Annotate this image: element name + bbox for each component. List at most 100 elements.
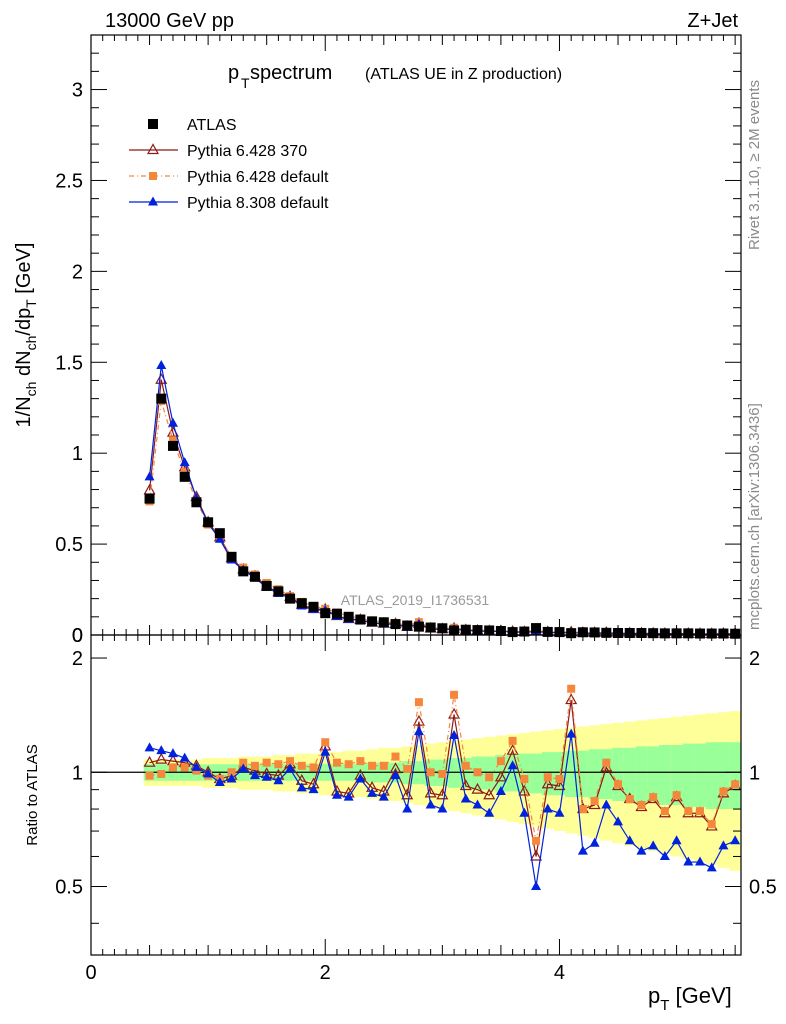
ratio-point-p6_default (438, 769, 447, 778)
legend-marker-atlas (148, 119, 158, 129)
ratio-point-p6_default (543, 773, 552, 782)
lower-y-axis-label: Ratio to ATLAS (24, 744, 41, 845)
ratio-point-p8_default (203, 768, 214, 778)
ratio-point-p6_370 (518, 784, 531, 796)
ratio-point-p6_default (649, 793, 658, 802)
ratio-point-p6_370 (553, 779, 566, 791)
ratio-point-p6_default (262, 758, 271, 767)
ratio-point-p6_default (555, 775, 564, 784)
ratio-point-p6_default (696, 807, 705, 816)
upper-point-atlas (156, 393, 167, 404)
lower-y-tick-label-right: 1 (749, 762, 760, 784)
upper-point-atlas (285, 593, 296, 604)
ratio-point-p6_default (707, 820, 716, 829)
mcplots-label: mcplots.cern.ch [arXiv:1306.3436] (746, 403, 763, 630)
x-tick-label: 0 (85, 962, 96, 984)
x-tick-label: 2 (320, 962, 331, 984)
ratio-point-p6_370 (412, 714, 425, 726)
ratio-point-p6_default (239, 758, 248, 767)
band-inner (635, 746, 648, 803)
upper-point-atlas (320, 608, 331, 619)
ratio-point-p6_default (414, 698, 423, 707)
band-inner (448, 758, 461, 788)
ratio-point-p6_370 (483, 788, 496, 800)
lower-y-tick-label-left: 0.5 (55, 877, 83, 899)
ratio-point-p6_default (450, 690, 459, 699)
ratio-point-p8_default (425, 799, 436, 809)
upper-point-atlas (167, 440, 178, 451)
upper-point-atlas (531, 623, 542, 634)
lower-series-layer (143, 684, 742, 891)
ratio-point-p8_default (308, 784, 319, 794)
ratio-point-p6_default (274, 760, 283, 769)
ratio-point-p6_370 (143, 755, 156, 767)
ratio-point-p6_default (227, 768, 236, 777)
upper-point-atlas (331, 608, 342, 619)
ratio-point-p8_default (695, 856, 706, 866)
band-inner (647, 746, 660, 803)
ratio-point-p6_default (731, 780, 740, 789)
upper-point-atlas (367, 616, 378, 627)
ratio-point-p8_default (566, 728, 577, 738)
ratio-point-p8_default (320, 746, 331, 756)
ratio-point-p6_default (485, 773, 494, 782)
ratio-point-p6_default (286, 757, 295, 766)
legend-marker-p8_default (148, 196, 158, 206)
upper-y-tick-label: 0 (72, 625, 83, 647)
ratio-point-p8_default (156, 745, 167, 755)
ratio-point-p6_default (496, 757, 505, 766)
ratio-point-p6_default (614, 780, 623, 789)
lower-y-tick-label-right: 2 (749, 648, 760, 670)
ratio-point-p8_default (179, 752, 190, 762)
band-inner (659, 744, 672, 805)
legend-label-p6_default: Pythia 6.428 default (187, 169, 329, 186)
band-inner (682, 743, 695, 808)
lower-y-tick-label-right: 0.5 (749, 877, 777, 899)
rivet-version-label: Rivet 3.1.10, ≥ 2M events (746, 80, 763, 250)
upper-point-atlas (261, 580, 272, 591)
upper-point-atlas (425, 622, 436, 633)
analysis-watermark: ATLAS_2019_I1736531 (341, 592, 490, 608)
ratio-point-p6_default (332, 758, 341, 767)
band-inner (717, 742, 730, 810)
ratio-point-p6_default (309, 763, 318, 772)
band-inner (729, 742, 742, 810)
ratio-point-p8_default (144, 742, 155, 752)
upper-point-atlas (249, 571, 260, 582)
ratio-point-p6_default (180, 763, 189, 772)
ratio-point-p6_370 (541, 777, 554, 789)
ratio-point-p8_default (273, 775, 284, 785)
ratio-point-p8_default (531, 881, 542, 891)
ratio-point-p6_default (379, 761, 388, 770)
ratio-point-p6_default (461, 761, 470, 770)
axis-ticks: 00.511.522.530.5 0.51 12 20 2 40 (55, 35, 777, 984)
ratio-point-p8_default (601, 799, 612, 809)
ratio-point-p8_default (636, 845, 647, 855)
ratio-point-p8_default (285, 763, 296, 773)
ratio-point-p8_default (214, 776, 225, 786)
legend-marker-p6_default (149, 172, 157, 180)
upper-point-atlas (273, 586, 284, 597)
upper-point-p8_default (144, 471, 155, 481)
upper-point-atlas (179, 471, 190, 482)
ratio-point-p8_default (261, 771, 272, 781)
band-inner (612, 747, 625, 802)
ratio-point-p8_default (507, 760, 518, 770)
band-inner (530, 753, 543, 794)
upper-point-atlas (355, 614, 366, 625)
upper-point-atlas (238, 566, 249, 577)
upper-point-atlas (343, 611, 354, 622)
ratio-point-p8_default (437, 803, 448, 813)
ratio-point-p6_default (391, 752, 400, 761)
title-p: p (228, 62, 239, 84)
process-label: Z+Jet (687, 10, 738, 32)
ratio-point-p6_default (356, 757, 365, 766)
upper-point-p6_default (168, 436, 177, 445)
ratio-point-p8_default (613, 816, 624, 826)
ratio-point-p8_default (355, 773, 366, 783)
title-paren: (ATLAS UE in Z production) (365, 66, 562, 83)
upper-point-p8_default (156, 360, 167, 370)
ratio-point-p6_370 (494, 770, 507, 782)
band-inner (623, 747, 637, 802)
ratio-point-p8_default (659, 850, 670, 860)
